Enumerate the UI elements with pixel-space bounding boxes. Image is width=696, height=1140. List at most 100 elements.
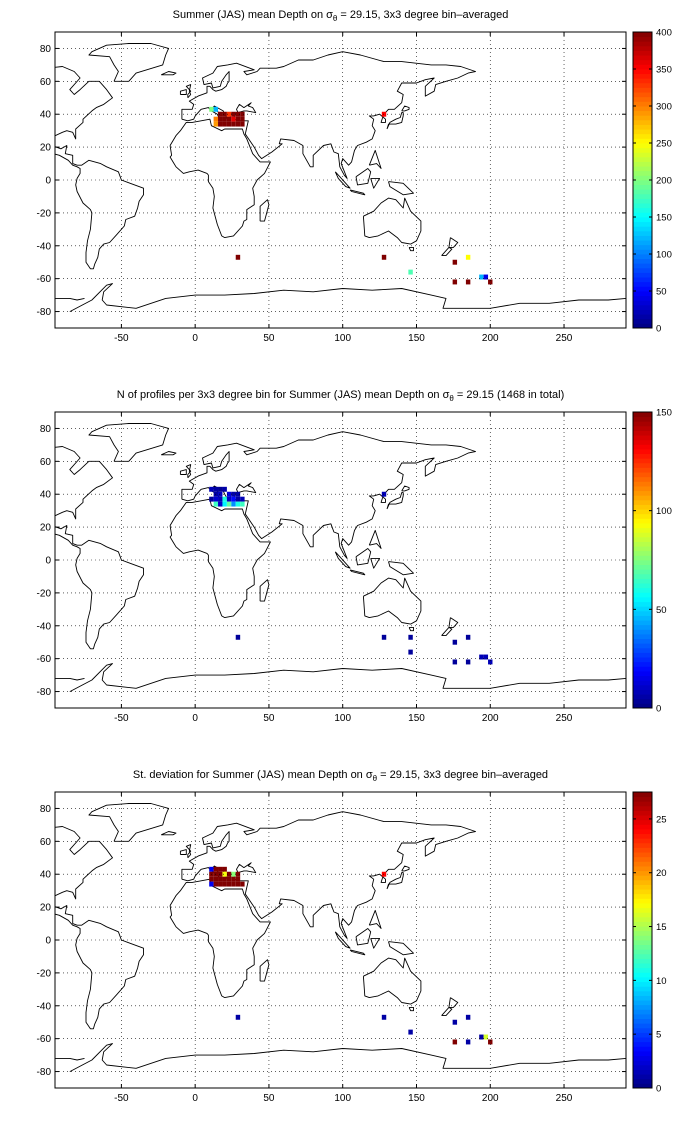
bin-cell — [235, 111, 241, 117]
bin-cell — [213, 501, 219, 507]
colorbar-segment — [633, 921, 652, 927]
bin-cell — [209, 496, 214, 502]
colorbar-segment — [633, 949, 652, 955]
bin-cell — [222, 116, 227, 122]
colorbar-segment — [633, 180, 652, 186]
bin-cell — [240, 121, 245, 127]
colorbar-segment — [633, 490, 652, 496]
x-tick-label: 0 — [192, 713, 198, 724]
colorbar-tick-label: 15 — [656, 922, 667, 933]
colorbar-segment — [633, 875, 652, 881]
colorbar-segment — [633, 244, 652, 250]
coastline-2 — [169, 498, 271, 619]
bin-cell — [465, 1014, 471, 1020]
bin-cell — [222, 501, 227, 507]
colorbar-segment — [633, 573, 652, 579]
bin-cell — [222, 866, 227, 872]
colorbar-segment — [633, 944, 652, 950]
bin-cell — [452, 279, 458, 285]
colorbar-segment — [633, 221, 652, 227]
colorbar-segment — [633, 1051, 652, 1057]
colorbar-segment — [633, 263, 652, 269]
colorbar-segment — [633, 801, 652, 807]
coastline-13 — [370, 177, 381, 189]
bin-cell — [240, 116, 245, 122]
colorbar-segment — [633, 45, 652, 51]
coastline-3 — [259, 959, 270, 982]
coastline-6 — [179, 849, 187, 855]
coastline-16 — [408, 246, 414, 252]
bin-cell — [479, 1034, 484, 1040]
bin-cell — [381, 111, 387, 117]
colorbar-segment — [633, 601, 652, 607]
coastline-1 — [88, 803, 170, 842]
coastline-13 — [370, 937, 381, 949]
colorbar-segment — [633, 1037, 652, 1043]
colorbar-segment — [633, 592, 652, 598]
y-tick-label: 80 — [40, 804, 52, 815]
colorbar-segment — [633, 684, 652, 690]
colorbar-segment — [633, 286, 652, 292]
bin-cell — [235, 501, 241, 507]
colorbar-segment — [633, 119, 652, 125]
coastline-13 — [370, 557, 381, 569]
coastline-17 — [448, 237, 459, 248]
colorbar-segment — [633, 1055, 652, 1061]
bin-cell — [226, 121, 232, 127]
colorbar-segment — [633, 430, 652, 436]
colorbar-tick-label: 250 — [656, 139, 672, 150]
y-tick-label: 60 — [40, 457, 52, 468]
x-tick-label: 150 — [408, 333, 425, 344]
title-main: Summer (JAS) mean Depth on σ — [173, 9, 333, 21]
coastline-0 — [55, 826, 144, 1030]
colorbar-segment — [633, 647, 652, 653]
bin-cell — [226, 491, 232, 497]
colorbar-tick-label: 0 — [656, 324, 661, 335]
colorbar-segment — [633, 258, 652, 264]
coastline-8 — [386, 492, 404, 510]
colorbar-segment — [633, 898, 652, 904]
plot-area — [55, 412, 626, 708]
colorbar-segment — [633, 291, 652, 297]
title-subscript: θ — [449, 394, 454, 403]
coastline-14 — [388, 561, 414, 576]
colorbar-segment — [633, 523, 652, 529]
y-tick-label: 40 — [40, 870, 52, 881]
bin-cell — [488, 1039, 493, 1045]
colorbar-tick-label: 200 — [656, 176, 672, 187]
coastline-15 — [362, 577, 422, 625]
chart-title: St. deviation for Summer (JAS) mean Dept… — [133, 769, 548, 783]
coastline-4 — [181, 811, 476, 939]
colorbar-segment — [633, 1083, 652, 1089]
colorbar-segment — [633, 314, 652, 320]
colorbar-segment — [633, 634, 652, 640]
x-tick-label: 0 — [192, 333, 198, 344]
colorbar-segment — [633, 267, 652, 273]
bin-cell — [209, 876, 214, 882]
bin-cell — [231, 111, 236, 117]
panel-2: N of profiles per 3x3 degree bin for Sum… — [37, 389, 672, 724]
bin-cell — [218, 121, 223, 127]
colorbar-segment — [633, 564, 652, 570]
y-tick-label: -40 — [37, 621, 52, 632]
bin-cell — [226, 501, 232, 507]
coastline-8 — [386, 112, 404, 130]
colorbar-tick-label: 25 — [656, 814, 667, 825]
x-tick-label: 50 — [263, 1093, 275, 1104]
coastline-11 — [355, 928, 372, 946]
plot-area — [55, 792, 626, 1088]
colorbar-segment — [633, 967, 652, 973]
colorbar-segment — [633, 879, 652, 885]
coastline-16 — [408, 626, 414, 632]
colorbar-tick-label: 0 — [656, 704, 661, 715]
bin-cell — [226, 111, 232, 117]
bin-cell — [488, 279, 493, 285]
coastline-7 — [161, 451, 177, 456]
bin-cell — [213, 486, 219, 492]
x-tick-label: -50 — [114, 713, 129, 724]
colorbar-tick-label: 350 — [656, 65, 672, 76]
coastline-1 — [88, 423, 170, 462]
x-tick-label: 250 — [556, 333, 573, 344]
colorbar-segment — [633, 689, 652, 695]
coastline-12 — [349, 569, 366, 576]
